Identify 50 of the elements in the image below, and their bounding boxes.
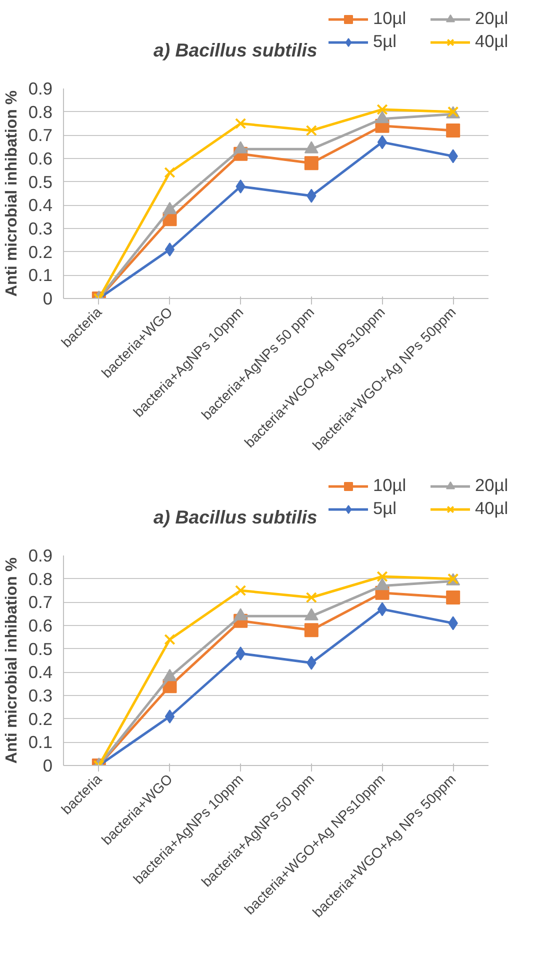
y-tick-label: 0.2 [28, 708, 53, 729]
y-tick-label: 0 [42, 288, 53, 308]
y-tick-label: 0.4 [28, 195, 53, 216]
legend-label: 10µl [373, 8, 408, 29]
y-tick-label: 0.7 [28, 592, 53, 612]
y-tick-label: 0.2 [28, 242, 53, 262]
legend-label: 40µl [475, 498, 510, 519]
legend-label: 5µl [373, 31, 398, 52]
y-tick-label: 0.9 [28, 546, 53, 566]
y-tick-label: 0.8 [28, 102, 53, 122]
point [306, 124, 318, 136]
point [234, 584, 246, 596]
point [376, 104, 388, 116]
point [377, 135, 388, 150]
point [164, 634, 176, 646]
point [164, 166, 176, 178]
chart-title: a) Bacillus subtilis [154, 506, 318, 528]
y-tick-label: 0.5 [28, 172, 53, 192]
point [304, 156, 318, 170]
y-tick-label: 0 [42, 756, 53, 776]
point [162, 668, 177, 682]
point [446, 124, 460, 138]
y-tick-label: 0.1 [28, 265, 53, 286]
legend-label: 5µl [373, 498, 398, 519]
point [446, 590, 460, 604]
y-tick-label: 0.3 [28, 218, 53, 238]
legend-label: 20µl [475, 475, 510, 496]
legend-label: 40µl [475, 31, 510, 52]
legend-label: 10µl [373, 475, 408, 496]
legend-label: 20µl [475, 8, 510, 29]
chart-title: a) Bacillus subtilis [154, 40, 318, 60]
y-tick-label: 0.9 [28, 78, 53, 98]
point [304, 623, 318, 638]
point [236, 180, 246, 194]
point [376, 570, 388, 582]
y-tick-label: 0.1 [28, 732, 53, 752]
y-tick-label: 0.4 [28, 662, 53, 682]
point [234, 118, 246, 130]
y-tick-label: 0.6 [28, 616, 53, 636]
point [306, 592, 318, 604]
y-tick-label: 0.6 [28, 148, 53, 168]
y-axis-title: Anti microbial inhibation % [3, 90, 20, 297]
y-tick-label: 0.5 [28, 638, 53, 659]
point [377, 602, 388, 616]
y-axis-title: Anti microbial inhibation % [3, 557, 20, 764]
y-tick-label: 0.3 [28, 686, 53, 706]
point [236, 646, 246, 660]
point [162, 202, 177, 214]
y-tick-label: 0.7 [28, 125, 53, 146]
y-tick-label: 0.8 [28, 568, 53, 589]
